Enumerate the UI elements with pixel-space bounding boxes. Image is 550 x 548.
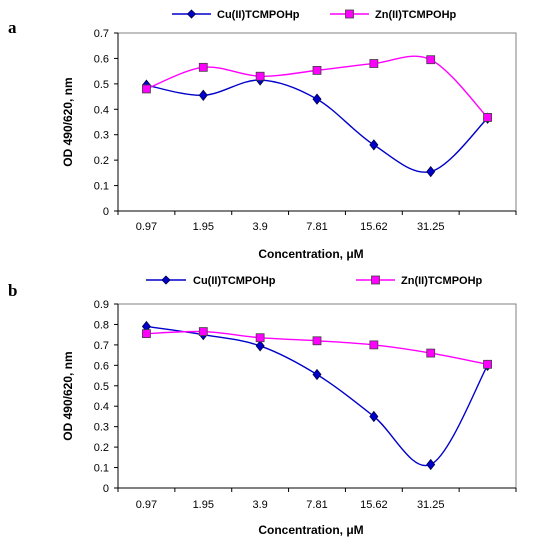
y-tick-label: 0.9: [94, 299, 109, 311]
panel-label: b: [8, 281, 17, 300]
legend-marker: [371, 275, 380, 285]
legend-marker: [345, 9, 354, 19]
data-point: [255, 333, 265, 343]
data-point: [483, 359, 492, 369]
x-tick-label: 31.25: [417, 221, 445, 233]
x-tick-label: 1.95: [193, 499, 214, 511]
y-axis-title: OD 490/620, nm: [61, 77, 75, 166]
y-tick-label: 0.5: [94, 381, 109, 393]
series-line-0: [146, 325, 489, 467]
data-point: [369, 340, 379, 350]
legend-label: Cu(II)TCMPOHp: [217, 9, 300, 21]
y-tick-label: 0.3: [94, 130, 109, 142]
y-tick-label: 0.7: [94, 340, 109, 352]
y-tick-label: 0: [103, 483, 109, 495]
chart-panel-a: a 0 0.1 0.2 0.3 0.4 0.5 0.6 0.7 0.97 1.95 3.9 7.81 15…: [8, 9, 517, 261]
data-point: [255, 71, 265, 81]
x-axis-title: Concentration, μM: [258, 523, 363, 537]
data-point: [312, 368, 322, 381]
y-axis-title: OD 490/620, nm: [61, 351, 75, 440]
data-point: [312, 65, 322, 75]
data-point: [198, 89, 208, 101]
panel-label: a: [8, 18, 17, 37]
data-point: [369, 139, 379, 151]
y-tick-label: 0.1: [94, 181, 109, 193]
y-tick-label: 0.2: [94, 442, 109, 454]
legend-label: Zn(II)TCMPOHp: [375, 9, 457, 21]
x-axis-title: Concentration, μM: [258, 247, 363, 261]
y-tick-label: 0: [103, 206, 109, 218]
y-tick-label: 0.6: [94, 53, 109, 65]
x-tick-label: 1.95: [193, 221, 214, 233]
data-point: [142, 329, 151, 339]
y-tick-label: 0.1: [94, 463, 109, 475]
x-tick-label: 7.81: [306, 221, 327, 233]
y-tick-label: 0.5: [94, 79, 109, 91]
data-point: [198, 62, 208, 72]
x-tick-label: 15.62: [360, 499, 388, 511]
legend-marker: [161, 275, 171, 285]
data-point: [255, 340, 265, 352]
data-point: [312, 336, 322, 346]
data-point: [369, 59, 379, 68]
x-tick-label: 0.97: [136, 221, 157, 233]
x-tick-label: 15.62: [360, 221, 388, 233]
y-tick-label: 0.6: [94, 360, 109, 372]
x-tick-label: 31.25: [417, 499, 445, 511]
y-tick-label: 0.7: [94, 28, 109, 40]
y-tick-label: 0.4: [94, 104, 109, 116]
data-point: [426, 348, 436, 358]
y-tick-label: 0.2: [94, 155, 109, 167]
legend-label: Zn(II)TCMPOHp: [401, 275, 483, 287]
data-point: [426, 55, 436, 65]
x-tick-label: 7.81: [306, 499, 327, 511]
x-tick-label: 3.9: [252, 499, 267, 511]
data-point: [426, 458, 436, 471]
data-point: [312, 93, 322, 105]
data-point: [369, 410, 379, 423]
data-point: [142, 84, 151, 94]
plot-area: [117, 32, 517, 212]
x-tick-label: 3.9: [252, 221, 267, 233]
data-point: [483, 113, 492, 122]
data-point: [198, 327, 208, 337]
series-line-1: [146, 55, 489, 118]
data-point: [426, 165, 436, 178]
chart-panel-b: b 0 0.1 0.2 0.3 0.4 0.5 0.6 0.7 0.8 0.9 0.97 1.95 3.9…: [8, 275, 517, 537]
legend-label: Cu(II)TCMPOHp: [193, 275, 276, 287]
legend-marker: [186, 9, 197, 19]
x-tick-label: 0.97: [136, 499, 157, 511]
y-tick-label: 0.8: [94, 319, 109, 331]
y-tick-label: 0.4: [94, 401, 109, 413]
y-tick-label: 0.3: [94, 422, 109, 434]
